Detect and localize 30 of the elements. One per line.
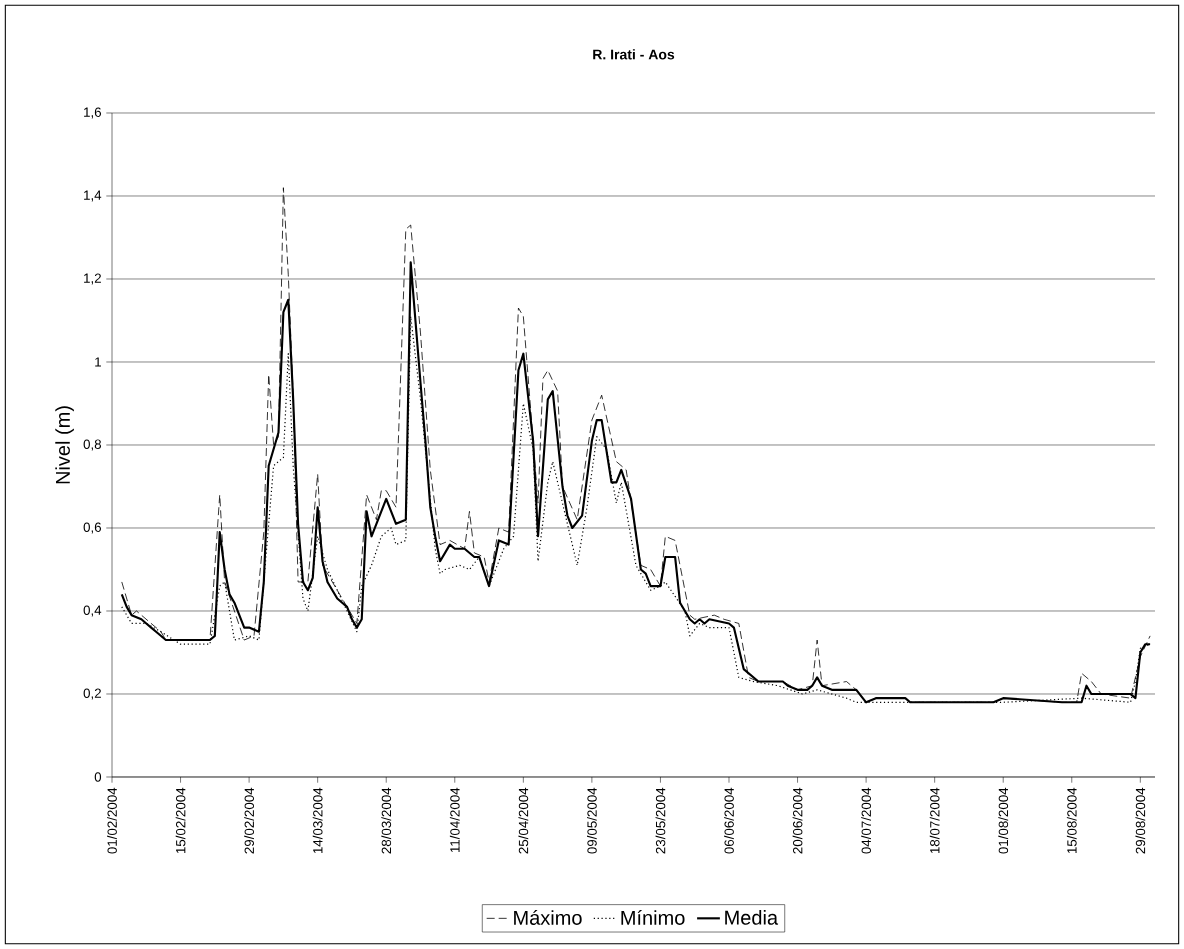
x-tick-label: 06/06/2004 bbox=[724, 787, 734, 854]
x-tick-label: 15/02/2004 bbox=[175, 787, 186, 854]
y-tick-label: 0 bbox=[94, 772, 102, 782]
x-tick-label: 15/08/2004 bbox=[1066, 787, 1077, 854]
x-tick-label: 23/05/2004 bbox=[655, 787, 666, 854]
x-tick-label: 09/05/2004 bbox=[586, 787, 597, 854]
x-tick-label: 28/03/2004 bbox=[381, 787, 392, 854]
x-tick-label: 01/08/2004 bbox=[998, 787, 1009, 854]
y-tick-label: 1,4 bbox=[84, 190, 102, 202]
legend-label: Máximo bbox=[514, 909, 582, 925]
chart-title: R. Irati - Aos bbox=[593, 49, 675, 60]
x-tick-label: 29/02/2004 bbox=[244, 787, 254, 854]
x-tick-label: 04/07/2004 bbox=[861, 787, 871, 854]
legend-label: Media bbox=[725, 910, 779, 925]
x-tick-label: 25/04/2004 bbox=[518, 787, 529, 854]
x-tick-label: 14/03/2004 bbox=[312, 787, 323, 854]
y-axis-title: Nivel (m) bbox=[55, 406, 74, 484]
x-tick-label: 20/06/2004 bbox=[792, 787, 803, 854]
x-tick-label: 18/07/2004 bbox=[929, 787, 940, 854]
y-tick-label: 1,6 bbox=[84, 107, 102, 119]
y-tick-label: 0,2 bbox=[83, 688, 101, 700]
y-tick-label: 0,6 bbox=[83, 522, 102, 534]
x-tick-label: 01/02/2004 bbox=[107, 787, 117, 854]
y-tick-label: 0,4 bbox=[83, 605, 102, 617]
y-tick-label: 1,2 bbox=[84, 273, 101, 285]
x-tick-label: 11/04/2004 bbox=[449, 787, 460, 853]
x-tick-label: 29/08/2004 bbox=[1135, 787, 1146, 854]
y-tick-label: 1 bbox=[95, 357, 101, 367]
y-tick-label: 0,8 bbox=[83, 439, 102, 451]
legend-label: Mínimo bbox=[621, 909, 685, 925]
